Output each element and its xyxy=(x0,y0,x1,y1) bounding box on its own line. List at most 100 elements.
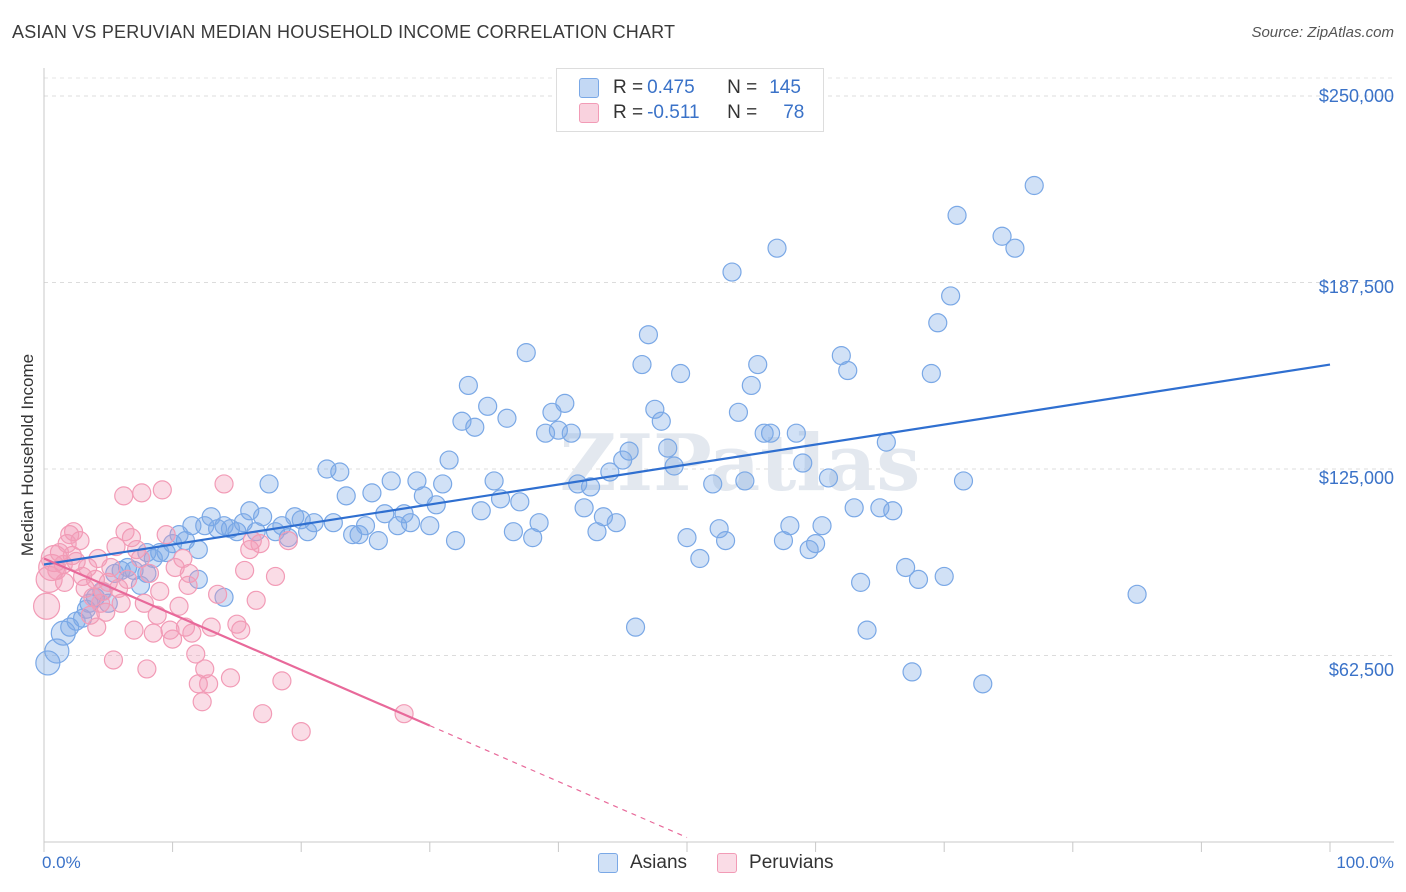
peruvian-point xyxy=(253,704,273,724)
legend-r-value: -0.511 xyxy=(647,102,700,123)
asian-point xyxy=(857,620,877,640)
peruvian-point xyxy=(114,486,134,506)
asian-point xyxy=(497,408,517,428)
peruvian-point xyxy=(156,525,176,545)
peruvian-point xyxy=(54,572,75,592)
peruvian-point xyxy=(32,592,61,620)
asian-point xyxy=(876,432,896,452)
asian-point xyxy=(529,513,549,533)
asian-point xyxy=(953,471,974,491)
peruvian-point xyxy=(96,602,116,622)
correlation-legend: R = 0.475 N = 145 R = -0.511 N = 78 xyxy=(556,68,824,132)
peruvian-point xyxy=(87,617,107,637)
legend-n-label: N = xyxy=(727,102,758,123)
peruvian-point xyxy=(111,593,131,613)
peruvian-point xyxy=(132,483,152,503)
asian-point xyxy=(786,423,806,443)
asian-point xyxy=(709,519,729,539)
x-tick-label: 0.0% xyxy=(42,853,81,872)
asian-point xyxy=(973,674,993,694)
peruvian-point xyxy=(278,531,298,551)
asian-point xyxy=(555,393,575,413)
peruvian-point xyxy=(250,533,270,554)
asian-point xyxy=(941,286,961,306)
asian-point xyxy=(715,531,736,551)
peruvian-point xyxy=(199,674,219,694)
asian-point xyxy=(741,375,761,396)
asian-point xyxy=(908,569,929,590)
peruvian-point xyxy=(186,644,206,664)
legend-row-peruvians: R = -0.511 N = 78 xyxy=(579,101,804,125)
asian-point xyxy=(1024,175,1044,196)
peruvian-point xyxy=(117,569,138,590)
asian-point xyxy=(471,501,491,521)
peruvian-point xyxy=(143,623,163,643)
asian-point xyxy=(1127,584,1147,604)
asian-point xyxy=(645,399,665,419)
asian-point xyxy=(844,498,864,518)
peruvian-point xyxy=(101,557,121,578)
series-legend-peruvians[interactable]: Peruvians xyxy=(717,852,834,874)
legend-swatch-asians xyxy=(579,78,599,98)
asian-point xyxy=(760,423,781,443)
legend-n-value: 145 xyxy=(769,77,801,98)
legend-n-value: 78 xyxy=(783,102,805,123)
peruvian-point xyxy=(179,563,199,584)
asian-point xyxy=(780,516,800,536)
peruvian-point xyxy=(90,593,111,613)
asian-point xyxy=(400,513,421,533)
asian-point xyxy=(896,557,916,578)
asian-point xyxy=(947,205,967,225)
series-legend-asians[interactable]: Asians xyxy=(598,852,687,874)
peruvian-point xyxy=(195,659,215,679)
chart-source: Source: ZipAtlas.com xyxy=(1251,24,1394,41)
asian-point xyxy=(445,531,466,551)
asian-point xyxy=(805,533,826,554)
asian-point xyxy=(928,313,948,333)
asian-point xyxy=(433,474,453,494)
asian-point xyxy=(812,516,832,536)
series-legend-label: Asians xyxy=(630,852,688,873)
asian-point xyxy=(336,486,356,506)
legend-r-value: 0.475 xyxy=(647,77,695,98)
legend-swatch-peruvians xyxy=(579,103,599,123)
asian-point xyxy=(883,501,903,521)
peruvian-point xyxy=(139,563,160,584)
asian-point xyxy=(253,507,273,527)
asian-point xyxy=(323,513,343,533)
asian-point xyxy=(722,262,742,282)
asian-point xyxy=(484,471,504,491)
asian-point xyxy=(638,325,659,345)
asian-point xyxy=(1005,238,1025,258)
peruvian-point xyxy=(182,623,202,643)
asian-point xyxy=(921,363,941,384)
peruvian-point xyxy=(291,721,311,742)
asian-point xyxy=(503,522,523,542)
legend-r-label: R = xyxy=(613,102,644,123)
peruvian-point xyxy=(169,596,189,616)
y-tick-label: $250,000 xyxy=(1318,86,1394,106)
y-tick-label: $125,000 xyxy=(1318,468,1394,488)
asian-point xyxy=(439,450,459,470)
peruvian-point xyxy=(137,659,157,679)
peruvian-point xyxy=(214,474,234,494)
peruvian-point xyxy=(147,605,167,625)
y-axis-label: Median Household Income xyxy=(18,353,37,557)
peruvian-point xyxy=(231,620,251,640)
peruvian-trend-line xyxy=(43,557,431,727)
asian-point xyxy=(465,417,485,437)
asian-point xyxy=(838,360,858,381)
asian-point xyxy=(851,572,871,592)
peruvian-point xyxy=(134,593,154,613)
asian-point xyxy=(658,438,678,458)
asian-point xyxy=(259,474,279,494)
asian-point xyxy=(561,423,581,443)
asian-point xyxy=(355,516,376,536)
asian-point xyxy=(381,471,401,491)
asian-point xyxy=(478,396,498,416)
asian-trend-line xyxy=(43,363,1331,566)
asian-point xyxy=(330,462,350,482)
peruvian-point xyxy=(235,560,255,581)
peruvian-trend-extension xyxy=(429,725,688,839)
